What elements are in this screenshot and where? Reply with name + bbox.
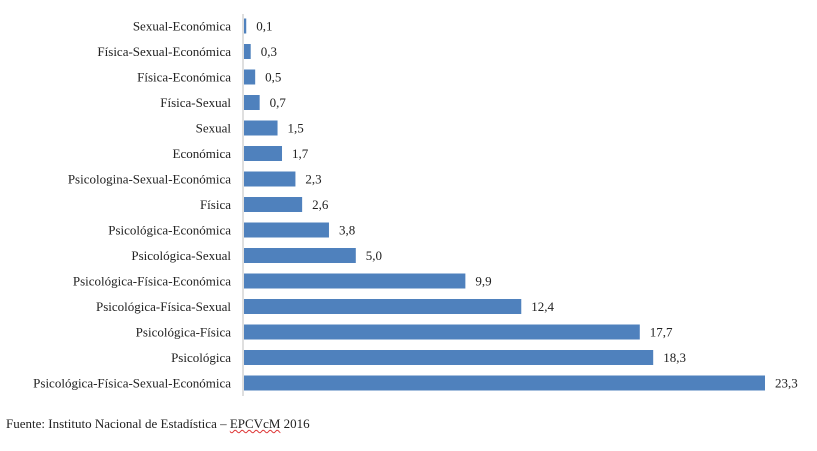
bar xyxy=(244,299,522,314)
bar xyxy=(244,324,640,340)
category-label: Psicologina-Sexual-Económica xyxy=(68,172,231,187)
value-label: 0,1 xyxy=(256,19,272,34)
value-label: 5,0 xyxy=(366,248,382,263)
category-label: Psicológica-Económica xyxy=(108,223,231,238)
bar xyxy=(244,375,765,391)
category-label: Psicológica-Sexual xyxy=(131,248,231,263)
bar xyxy=(244,350,654,365)
value-label: 1,7 xyxy=(292,146,309,161)
category-label: Sexual xyxy=(196,121,232,136)
value-label: 23,3 xyxy=(775,376,798,391)
bar xyxy=(244,18,247,34)
category-label: Psicológica-Física xyxy=(136,325,232,340)
category-label: Psicológica-Física-Sexual xyxy=(96,299,231,314)
category-label: Sexual-Económica xyxy=(133,19,231,34)
bar xyxy=(244,197,303,212)
bar xyxy=(244,69,256,85)
value-label: 12,4 xyxy=(531,299,554,314)
bar xyxy=(244,44,251,59)
category-label: Física-Sexual xyxy=(160,95,231,110)
value-label: 1,5 xyxy=(288,121,304,136)
value-label: 0,7 xyxy=(270,95,287,110)
category-label: Física-Sexual-Económica xyxy=(97,44,231,59)
category-label: Física-Económica xyxy=(137,70,231,85)
value-label: 0,3 xyxy=(261,44,277,59)
value-label: 18,3 xyxy=(663,350,686,365)
category-label: Psicológica xyxy=(171,350,231,365)
bar xyxy=(244,146,283,161)
bar xyxy=(244,171,296,187)
bar-chart: Sexual-Económica 0,1 Física-Sexual-Económi… xyxy=(33,14,798,396)
source-note: Fuente: Instituto Nacional de Estadístic… xyxy=(6,416,310,432)
bar xyxy=(244,222,329,238)
category-label: Económica xyxy=(173,146,232,161)
bar xyxy=(244,273,466,289)
source-year: 2016 xyxy=(280,416,310,431)
bars-layer: Sexual-Económica 0,1 Física-Sexual-Económi… xyxy=(33,18,798,391)
bar xyxy=(244,248,356,263)
category-label: Psicológica-Física-Económica xyxy=(73,274,231,289)
value-label: 9,9 xyxy=(475,274,491,289)
value-label: 2,6 xyxy=(312,197,329,212)
value-label: 3,8 xyxy=(339,223,355,238)
source-survey: EPCVcM xyxy=(229,416,281,431)
value-label: 17,7 xyxy=(650,325,673,340)
bar xyxy=(244,120,278,136)
source-prefix: Fuente: Instituto Nacional de Estadístic… xyxy=(6,416,230,431)
category-label: Psicológica-Física-Sexual-Económica xyxy=(33,376,231,391)
category-label: Física xyxy=(200,197,231,212)
bar xyxy=(244,95,260,110)
value-label: 0,5 xyxy=(265,70,281,85)
value-label: 2,3 xyxy=(305,172,321,187)
